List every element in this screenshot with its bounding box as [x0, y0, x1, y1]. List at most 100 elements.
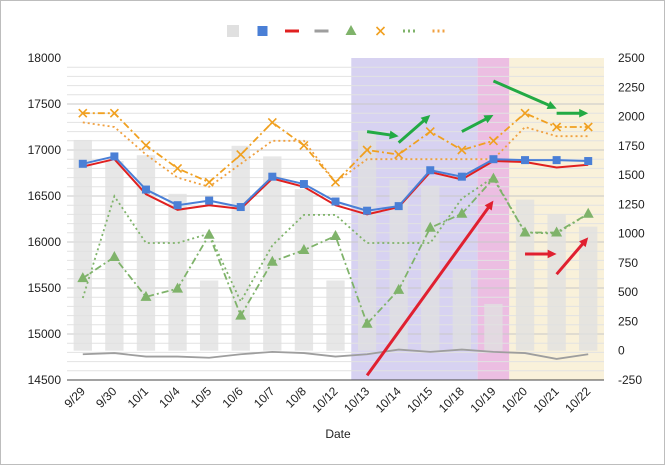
x-tick-label: 9/30: [93, 384, 120, 411]
bar-10/12: [326, 280, 345, 351]
point-triangle-10/14: [393, 283, 405, 294]
point-triangle-10/7: [266, 255, 278, 266]
bar-10/18: [452, 268, 472, 351]
legend-symbol-6: [375, 26, 386, 36]
series-gray-line: [82, 348, 589, 360]
x-tick-label: 10/8: [283, 384, 310, 411]
bar-10/20: [515, 199, 535, 351]
left-tick-label: 14500: [28, 373, 62, 387]
legend-symbol-5: [345, 25, 357, 35]
arrowhead-8: [579, 237, 589, 248]
point-x-9/29: [78, 108, 88, 118]
point-triangle-10/8: [298, 244, 310, 255]
x-tick-label: 10/22: [562, 384, 593, 415]
right-tick-label: 1250: [618, 197, 645, 211]
point-x-10/1: [141, 140, 151, 150]
point-triangle-9/29: [77, 272, 89, 283]
x-tick-label: 10/21: [531, 384, 562, 415]
point-x-9/30: [109, 108, 119, 118]
bar-10/1: [136, 155, 156, 351]
arrow-2: [397, 118, 426, 144]
point-x-10/7: [267, 117, 277, 127]
bar-10/8: [294, 189, 314, 351]
point-square-10/13: [363, 206, 372, 215]
point-square-10/6: [236, 203, 245, 212]
arrowhead-1: [389, 130, 399, 140]
legend: [227, 25, 447, 37]
point-x-10/22: [583, 122, 593, 132]
point-triangle-10/4: [172, 282, 184, 293]
point-x-10/19: [488, 136, 499, 146]
point-x-10/4: [172, 163, 183, 173]
point-square-10/12: [331, 197, 340, 206]
arrowhead-3: [483, 115, 494, 124]
x-tick-label: 10/12: [309, 384, 340, 415]
arrow-4: [492, 79, 551, 108]
point-triangle-10/12: [330, 229, 341, 240]
arrow-1: [366, 130, 392, 137]
right-tick-label: 1500: [618, 168, 645, 182]
point-square-10/19: [489, 155, 498, 164]
right-tick-label: 1000: [618, 227, 645, 241]
point-x-10/20: [520, 108, 530, 118]
bar-9/29: [73, 139, 92, 351]
point-x-10/15: [425, 127, 435, 137]
right-tick-label: 2250: [618, 80, 645, 94]
bar-10/5: [199, 280, 219, 351]
point-square-10/21: [552, 156, 561, 165]
x-tick-label: 10/4: [156, 384, 183, 411]
point-x-10/12: [330, 177, 341, 187]
annotation-arrows: [365, 79, 589, 377]
left-tick-label: 15000: [28, 327, 62, 341]
legend-symbol-1: [227, 25, 239, 37]
arrow-3: [461, 116, 488, 133]
right-tick-label: 1750: [618, 139, 645, 153]
left-tick-label: 18000: [28, 51, 62, 65]
point-square-10/4: [173, 201, 182, 210]
x-axis-title: Date: [325, 427, 351, 441]
point-triangle-10/20: [519, 226, 531, 237]
left-tick-label: 17500: [28, 97, 62, 111]
point-square-10/18: [457, 172, 466, 181]
x-tick-label: 9/29: [61, 384, 88, 411]
point-x-10/18: [457, 145, 467, 155]
left-tick-label: 16000: [28, 235, 62, 249]
x-tick-label: 10/1: [125, 384, 152, 411]
arrowhead-4: [546, 101, 557, 109]
point-x-10/6: [236, 150, 246, 160]
arrow-8: [555, 241, 585, 276]
point-triangle-10/13: [361, 317, 373, 328]
point-triangle-10/22: [582, 207, 594, 218]
bar-10/19: [484, 303, 503, 351]
arrowhead-7: [547, 249, 557, 259]
right-tick-label: 500: [618, 285, 638, 299]
right-tick-label: 2000: [618, 110, 645, 124]
point-square-10/5: [205, 196, 214, 205]
bar-10/22: [579, 226, 598, 351]
x-tick-label: 10/14: [373, 384, 404, 415]
point-square-9/30: [110, 152, 119, 161]
right-tick-label: 2500: [618, 51, 645, 65]
point-square-10/20: [521, 156, 530, 165]
x-tick-label: 10/5: [188, 384, 215, 411]
bar-10/21: [547, 214, 566, 351]
point-triangle-10/18: [456, 207, 468, 218]
x-tick-label: 10/15: [404, 384, 435, 415]
point-triangle-10/6: [235, 309, 247, 320]
arrow-6: [365, 205, 491, 377]
bar-10/15: [421, 185, 440, 351]
point-x-10/14: [394, 150, 404, 160]
point-triangle-10/15: [424, 221, 436, 232]
point-triangle-10/21: [551, 226, 563, 237]
series-green-dotted: [81, 176, 589, 304]
arrowhead-5: [579, 108, 589, 118]
x-tick-label: 10/19: [467, 384, 498, 415]
point-square-10/8: [299, 180, 308, 189]
point-triangle-9/30: [108, 251, 120, 262]
point-square-10/22: [584, 157, 593, 166]
point-triangle-10/1: [140, 290, 152, 301]
point-x-10/13: [362, 145, 372, 155]
line-series: [77, 108, 594, 360]
shaded-regions: [351, 58, 604, 380]
